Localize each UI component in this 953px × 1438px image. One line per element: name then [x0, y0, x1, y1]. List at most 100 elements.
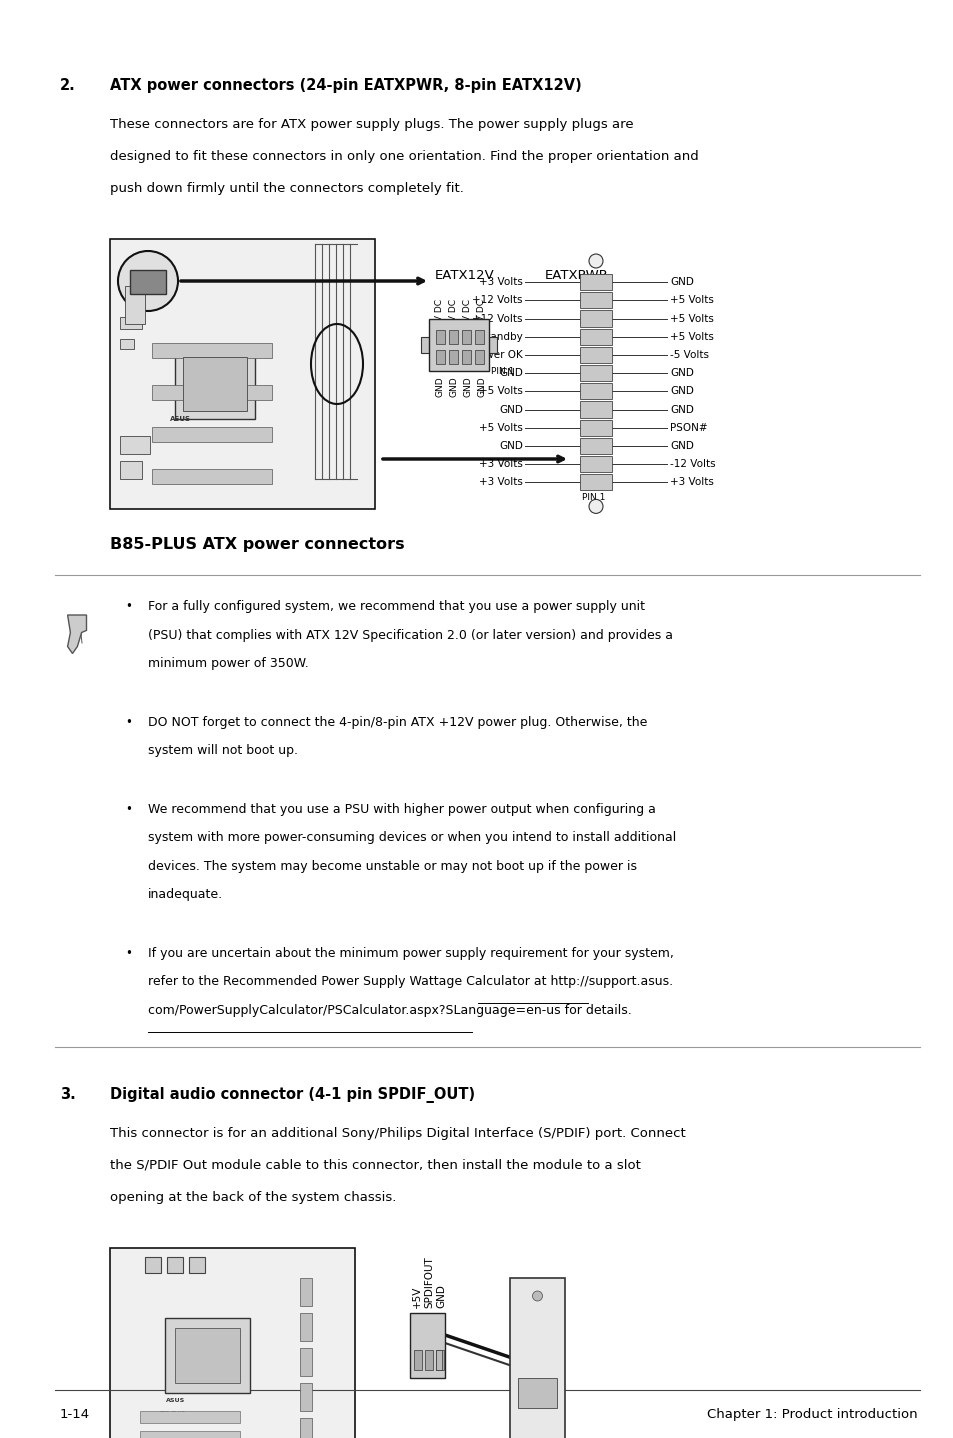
Text: SPDIFOUT: SPDIFOUT	[423, 1257, 434, 1309]
Text: PSON#: PSON#	[669, 423, 707, 433]
Bar	[579, 437, 612, 454]
Text: +12 Volts: +12 Volts	[472, 313, 522, 324]
Bar	[152, 427, 272, 441]
Text: GND: GND	[669, 368, 693, 378]
Text: devices. The system may become unstable or may not boot up if the power is: devices. The system may become unstable …	[148, 860, 637, 873]
Bar	[299, 1313, 312, 1342]
Bar	[475, 349, 483, 364]
Bar	[145, 1257, 161, 1273]
Text: +5V Standby: +5V Standby	[454, 332, 522, 342]
Text: ATX power connectors (24-pin EATXPWR, 8-pin EATX12V): ATX power connectors (24-pin EATXPWR, 8-…	[110, 78, 581, 93]
Text: +3 Volts: +3 Volts	[478, 459, 522, 469]
Text: For a fully configured system, we recommend that you use a power supply unit: For a fully configured system, we recomm…	[148, 600, 644, 613]
Bar	[299, 1347, 312, 1376]
Text: GND: GND	[669, 404, 693, 414]
Text: EATXPWR: EATXPWR	[544, 269, 608, 282]
Text: GND: GND	[669, 387, 693, 397]
Bar	[130, 270, 166, 293]
Text: GND: GND	[498, 441, 522, 452]
Text: PIN 1: PIN 1	[491, 367, 514, 375]
Bar	[517, 1378, 557, 1408]
Bar	[120, 436, 150, 454]
Bar	[461, 349, 471, 364]
Bar	[449, 349, 457, 364]
Text: +12V DC: +12V DC	[477, 299, 486, 339]
Text: push down firmly until the connectors completely fit.: push down firmly until the connectors co…	[110, 183, 463, 196]
Bar	[429, 319, 489, 371]
Text: 1-14: 1-14	[60, 1408, 90, 1421]
Text: -5 Volts: -5 Volts	[669, 349, 708, 360]
Text: GND: GND	[449, 375, 458, 397]
Text: Digital audio connector (4-1 pin SPDIF_OUT): Digital audio connector (4-1 pin SPDIF_O…	[110, 1087, 475, 1103]
Bar	[579, 275, 612, 290]
Bar	[189, 1257, 205, 1273]
Text: •: •	[125, 600, 132, 613]
Bar	[475, 329, 483, 344]
Bar	[120, 339, 133, 349]
Text: +3 Volts: +3 Volts	[478, 477, 522, 487]
Text: Power OK: Power OK	[473, 349, 522, 360]
Text: designed to fit these connectors in only one orientation. Find the proper orient: designed to fit these connectors in only…	[110, 150, 698, 162]
Text: These connectors are for ATX power supply plugs. The power supply plugs are: These connectors are for ATX power suppl…	[110, 118, 633, 131]
Bar	[140, 1411, 240, 1424]
Bar	[410, 1313, 444, 1378]
Bar	[299, 1418, 312, 1438]
Text: DO NOT forget to connect the 4-pin/8-pin ATX +12V power plug. Otherwise, the: DO NOT forget to connect the 4-pin/8-pin…	[148, 716, 647, 729]
Text: (PSU) that complies with ATX 12V Specification 2.0 (or later version) and provid: (PSU) that complies with ATX 12V Specifi…	[148, 628, 672, 641]
Bar	[120, 462, 142, 479]
Bar	[436, 349, 444, 364]
Text: GND: GND	[463, 375, 472, 397]
Bar	[299, 1383, 312, 1411]
Text: opening at the back of the system chassis.: opening at the back of the system chassi…	[110, 1191, 395, 1204]
Bar	[299, 1278, 312, 1306]
Text: B85-PLUS ATX power connectors: B85-PLUS ATX power connectors	[110, 536, 404, 552]
Bar	[140, 1431, 240, 1438]
Text: •: •	[125, 716, 132, 729]
Text: +12V DC: +12V DC	[435, 299, 444, 339]
Text: 3.: 3.	[60, 1087, 75, 1102]
Bar	[579, 383, 612, 400]
Text: 2.: 2.	[60, 78, 75, 93]
Circle shape	[588, 499, 602, 513]
Bar	[449, 329, 457, 344]
Text: GND: GND	[436, 1284, 446, 1309]
Bar	[165, 1319, 250, 1393]
Text: +12 Volts: +12 Volts	[472, 295, 522, 305]
Text: GND: GND	[435, 375, 444, 397]
Text: com/PowerSupplyCalculator/PSCalculator.aspx?SLanguage=en-us for details.: com/PowerSupplyCalculator/PSCalculator.a…	[148, 1004, 631, 1017]
Bar	[436, 1350, 441, 1370]
Bar	[152, 385, 272, 400]
Bar	[110, 1248, 355, 1438]
Text: inadequate.: inadequate.	[148, 889, 223, 902]
Circle shape	[588, 255, 602, 267]
Bar	[424, 1350, 433, 1370]
Bar	[125, 286, 145, 324]
Text: +5 Volts: +5 Volts	[478, 423, 522, 433]
Bar	[510, 1278, 564, 1438]
Text: system will not boot up.: system will not boot up.	[148, 743, 297, 756]
Text: Chapter 1: Product introduction: Chapter 1: Product introduction	[706, 1408, 917, 1421]
Text: -12 Volts: -12 Volts	[669, 459, 715, 469]
Bar	[414, 1350, 421, 1370]
Bar	[579, 456, 612, 472]
Circle shape	[118, 252, 178, 311]
Text: •: •	[125, 946, 132, 959]
Bar	[167, 1257, 183, 1273]
Bar	[183, 357, 247, 411]
Bar	[579, 329, 612, 345]
Text: •: •	[125, 802, 132, 815]
Circle shape	[532, 1291, 542, 1301]
Text: +5 Volts: +5 Volts	[478, 387, 522, 397]
Bar	[436, 329, 444, 344]
Text: We recommend that you use a PSU with higher power output when configuring a: We recommend that you use a PSU with hig…	[148, 802, 656, 815]
Text: If you are uncertain about the minimum power supply requirement for your system,: If you are uncertain about the minimum p…	[148, 946, 673, 959]
Text: GND: GND	[498, 404, 522, 414]
Text: +3 Volts: +3 Volts	[478, 278, 522, 288]
Bar	[579, 420, 612, 436]
Bar	[579, 401, 612, 417]
Bar	[152, 344, 272, 358]
Text: minimum power of 350W.: minimum power of 350W.	[148, 657, 309, 670]
Text: +12V DC: +12V DC	[449, 299, 458, 339]
Text: GND: GND	[477, 375, 486, 397]
Bar	[486, 336, 497, 352]
